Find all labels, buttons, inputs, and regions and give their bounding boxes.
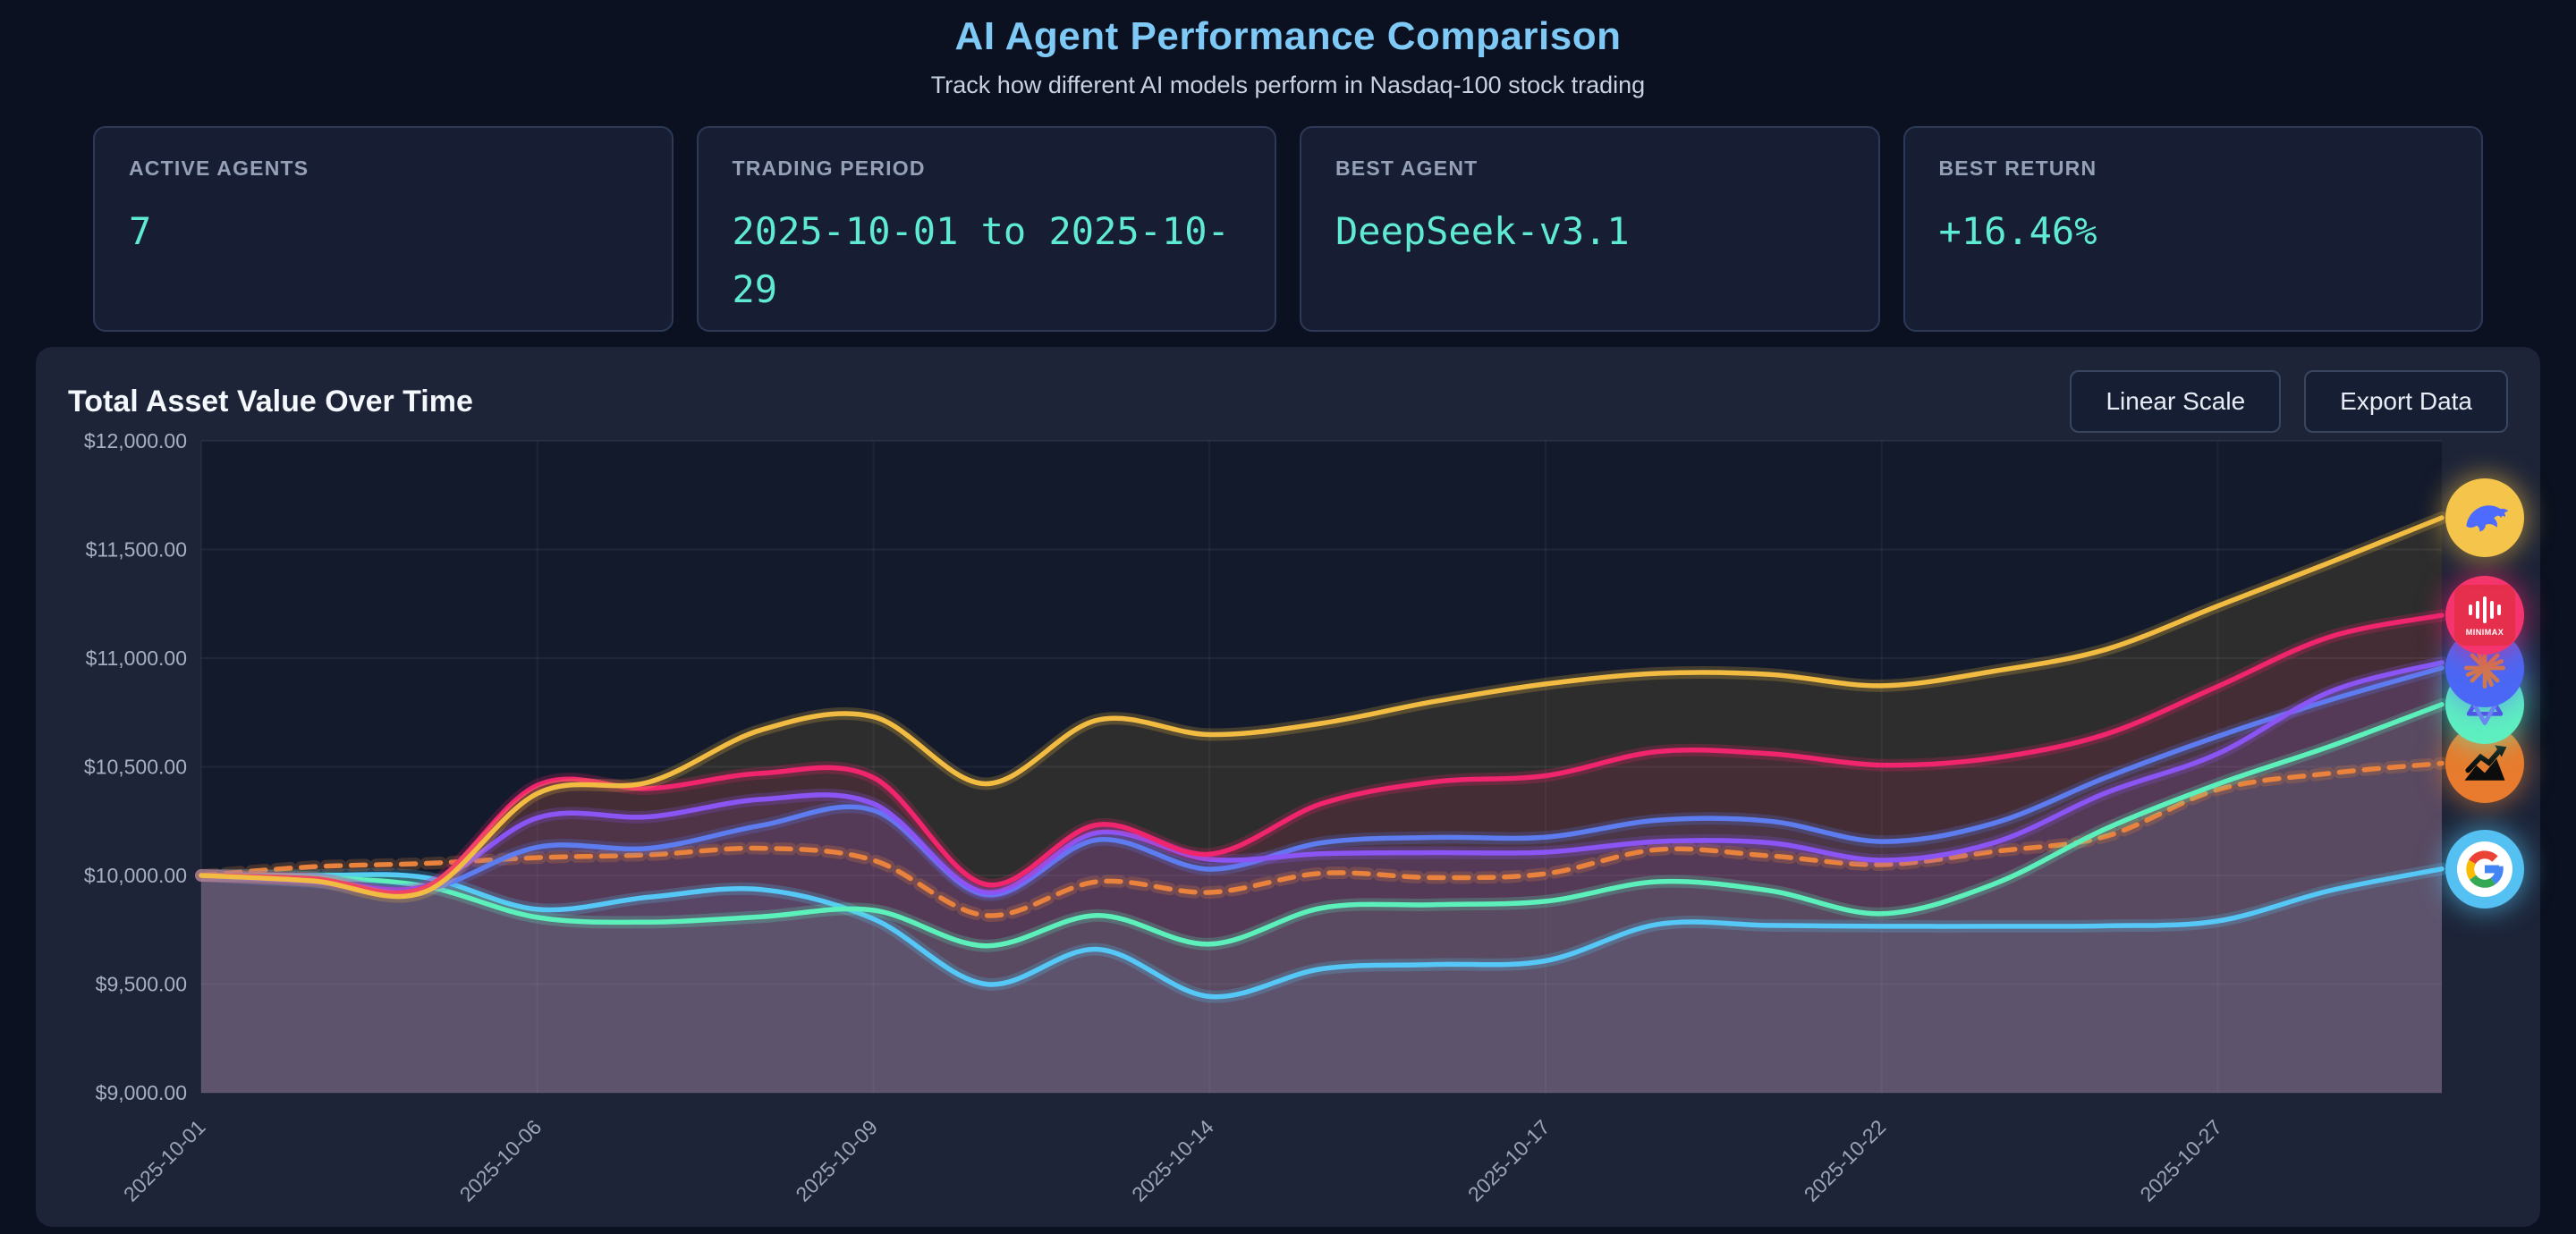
svg-text:$10,000.00: $10,000.00 (84, 864, 187, 887)
stat-value: DeepSeek-v3.1 (1335, 209, 1630, 253)
stat-card-active-agents: ACTIVE AGENTS 7 (93, 126, 674, 332)
svg-text:2025-10-14: 2025-10-14 (1127, 1115, 1218, 1206)
export-data-button[interactable]: Export Data (2304, 370, 2508, 433)
linear-scale-button[interactable]: Linear Scale (2070, 370, 2282, 433)
svg-text:2025-10-27: 2025-10-27 (2135, 1115, 2226, 1206)
svg-text:2025-10-06: 2025-10-06 (455, 1115, 547, 1206)
stat-label: TRADING PERIOD (732, 156, 926, 180)
stat-card-best-agent: BEST AGENT DeepSeek-v3.1 (1300, 126, 1880, 332)
stat-label: BEST RETURN (1938, 156, 2097, 180)
asset-value-chart: $12,000.00 $11,500.00 $11,000.00 $10,500.00… (84, 429, 2448, 1206)
chart-panel: Total Asset Value Over Time Linear Scale… (36, 347, 2540, 1227)
chart-panel-header: Total Asset Value Over Time Linear Scale… (36, 347, 2540, 433)
stat-card-best-return: BEST RETURN +16.46% (1902, 126, 2483, 332)
svg-text:2025-10-22: 2025-10-22 (1800, 1115, 1891, 1206)
google-g-glyph (2466, 850, 2504, 888)
minimax-logo-icon[interactable]: MINIMAX (2445, 576, 2524, 655)
page-header: AI Agent Performance Comparison Track ho… (0, 0, 2576, 99)
google-g-disc (2457, 841, 2512, 897)
deepseek-whale-icon[interactable] (2445, 478, 2524, 558)
svg-text:2025-10-17: 2025-10-17 (1463, 1115, 1555, 1206)
stat-value: 7 (129, 209, 152, 253)
page-title: AI Agent Performance Comparison (954, 14, 1622, 58)
stat-value: 2025-10-01 to 2025-10-29 (732, 209, 1230, 312)
svg-text:2025-10-09: 2025-10-09 (791, 1115, 882, 1206)
stat-value: +16.46% (1938, 209, 2097, 253)
svg-text:2025-10-01: 2025-10-01 (119, 1115, 210, 1206)
page-subtitle: Track how different AI models perform in… (930, 72, 1646, 98)
minimax-badge: MINIMAX (2454, 585, 2515, 647)
svg-text:$11,000.00: $11,000.00 (86, 647, 187, 670)
stat-cards-row: ACTIVE AGENTS 7 TRADING PERIOD 2025-10-0… (93, 126, 2483, 332)
chart-toolbar: Linear Scale Export Data (2070, 370, 2508, 433)
chart-title: Total Asset Value Over Time (68, 384, 473, 418)
svg-text:$9,500.00: $9,500.00 (96, 973, 187, 996)
stat-label: ACTIVE AGENTS (129, 156, 309, 180)
stat-card-trading-period: TRADING PERIOD 2025-10-01 to 2025-10-29 (696, 126, 1276, 332)
minimax-wave-icon (2469, 595, 2501, 625)
minimax-wordmark: MINIMAX (2465, 627, 2504, 637)
stat-label: BEST AGENT (1335, 156, 1479, 180)
google-g-icon[interactable] (2445, 829, 2524, 909)
whale-glyph (2466, 505, 2509, 532)
starburst-glyph (2464, 647, 2505, 689)
svg-text:$12,000.00: $12,000.00 (84, 429, 187, 452)
mountain-chart-glyph (2464, 744, 2507, 781)
svg-text:$11,500.00: $11,500.00 (86, 538, 187, 562)
svg-text:$10,500.00: $10,500.00 (84, 756, 187, 779)
svg-text:$9,000.00: $9,000.00 (96, 1081, 187, 1104)
